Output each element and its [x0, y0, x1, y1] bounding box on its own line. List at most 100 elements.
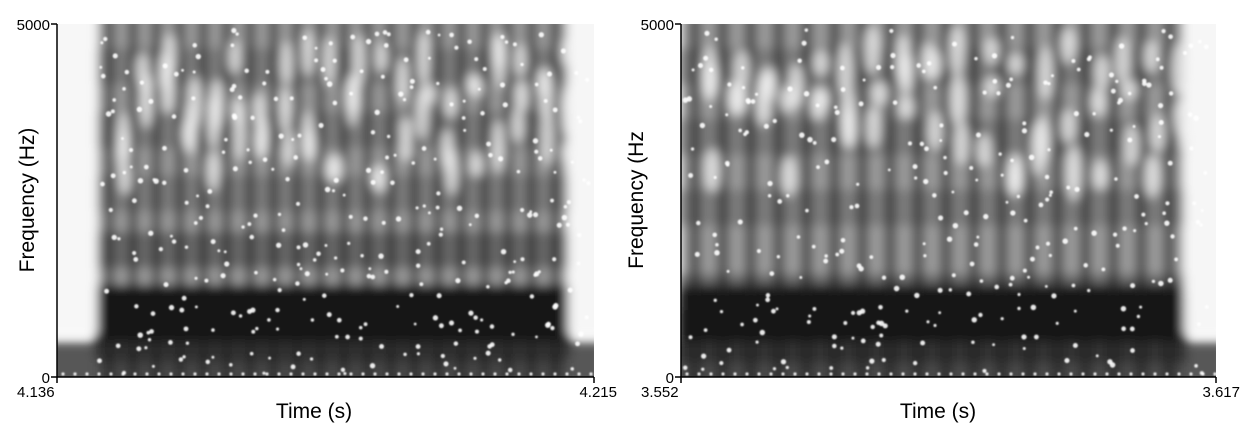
harmonic-speckle: [100, 41, 104, 45]
harmonic-speckle: [504, 281, 508, 285]
harmonic-speckle: [913, 372, 917, 376]
harmonic-speckle: [724, 160, 730, 166]
harmonic-speckle: [196, 194, 200, 198]
harmonic-speckle: [337, 372, 341, 376]
harmonic-speckle: [340, 367, 346, 372]
harmonic-speckle: [192, 43, 198, 48]
high-frequency-gap: [227, 40, 241, 74]
harmonic-speckle: [502, 102, 508, 108]
harmonic-speckle: [973, 242, 979, 247]
harmonic-speckle: [682, 97, 689, 103]
harmonic-speckle: [382, 30, 388, 35]
harmonic-speckle: [1213, 372, 1216, 376]
high-frequency-gap: [352, 34, 366, 87]
high-frequency-gap: [423, 83, 437, 105]
harmonic-speckle: [840, 346, 844, 350]
harmonic-speckle: [1057, 372, 1061, 376]
harmonic-speckle: [162, 145, 167, 151]
harmonic-speckle: [694, 251, 700, 257]
harmonic-speckle: [246, 148, 250, 152]
harmonic-speckle: [1084, 131, 1090, 138]
harmonic-speckle: [939, 123, 944, 128]
harmonic-speckle: [899, 274, 906, 281]
harmonic-speckles: [61, 27, 593, 376]
harmonic-speckle: [493, 372, 497, 376]
harmonic-speckle: [570, 367, 575, 371]
harmonic-speckle: [265, 69, 270, 74]
harmonic-speckle: [324, 186, 331, 193]
harmonic-speckle: [1000, 317, 1004, 321]
harmonic-speckle: [1022, 347, 1026, 351]
harmonic-speckle: [803, 91, 810, 97]
harmonic-speckle: [137, 332, 144, 338]
high-frequency-gap: [949, 73, 966, 126]
harmonic-speckle: [741, 85, 746, 90]
harmonic-speckle: [334, 334, 339, 339]
harmonic-speckle: [230, 43, 235, 48]
harmonic-speckle: [363, 322, 368, 327]
high-frequency-gap: [330, 154, 344, 183]
harmonic-speckle: [421, 372, 425, 376]
harmonic-speckle: [358, 325, 363, 330]
harmonic-speckle: [862, 78, 866, 82]
high-frequency-gap: [732, 86, 748, 114]
harmonic-speckle: [882, 323, 888, 329]
harmonic-speckle: [328, 41, 333, 46]
harmonic-speckle: [1064, 358, 1070, 364]
harmonic-speckle: [926, 61, 932, 66]
harmonic-speckle: [463, 128, 467, 132]
harmonic-speckle: [433, 157, 437, 161]
harmonic-speckle: [296, 262, 301, 267]
harmonic-speckle: [223, 250, 227, 254]
glottal-pulse: [1135, 24, 1148, 377]
harmonic-speckle: [402, 98, 407, 102]
harmonic-speckle: [754, 92, 759, 96]
harmonic-speckle: [131, 198, 137, 204]
harmonic-speckle: [776, 254, 781, 259]
harmonic-speckle: [232, 114, 238, 120]
harmonic-speckle: [1029, 256, 1035, 262]
harmonic-speckle: [426, 241, 431, 246]
high-frequency-gap: [301, 30, 315, 77]
harmonic-speckle: [703, 328, 708, 333]
harmonic-speckle: [933, 323, 937, 328]
high-frequency-gap: [1121, 79, 1138, 100]
harmonic-speckle: [563, 204, 568, 209]
harmonic-speckle: [275, 307, 280, 313]
harmonic-speckle: [994, 284, 1000, 290]
high-frequency-gap: [301, 110, 315, 160]
high-frequency-gap: [1170, 43, 1187, 96]
glottal-pulse: [268, 24, 279, 377]
harmonic-speckle: [454, 45, 459, 50]
harmonic-speckle: [570, 160, 575, 164]
high-frequency-gap: [701, 46, 718, 102]
harmonic-speckle: [799, 275, 803, 279]
harmonic-speckle: [489, 324, 495, 329]
glottal-pulse: [409, 24, 420, 377]
harmonic-speckle: [969, 261, 975, 267]
harmonic-speckle: [271, 167, 275, 171]
harmonic-speckle: [1048, 193, 1052, 197]
x-tick-end-right: 3.617: [1202, 384, 1240, 401]
energy-field: [681, 24, 1216, 377]
harmonic-speckle: [486, 141, 492, 147]
high-frequency-gap: [760, 66, 777, 90]
harmonic-speckle: [183, 326, 189, 332]
harmonic-speckle: [1192, 201, 1197, 206]
harmonic-speckle: [1021, 372, 1025, 376]
harmonic-speckle: [550, 198, 554, 203]
harmonic-speckle: [806, 319, 811, 325]
harmonic-speckle: [433, 372, 437, 376]
harmonic-speckle: [1008, 282, 1013, 287]
harmonic-speckle: [565, 372, 569, 376]
harmonic-speckle: [1045, 241, 1051, 246]
harmonic-speckle: [229, 362, 233, 367]
harmonic-speckle: [952, 222, 959, 229]
high-frequency-gap: [416, 31, 430, 87]
harmonic-speckle: [541, 372, 545, 376]
glottal-pulse: [744, 24, 757, 377]
glottal-pulse: [911, 24, 925, 377]
harmonic-speckle: [1109, 128, 1113, 132]
harmonic-speckle: [840, 65, 845, 71]
harmonic-speckle: [1127, 91, 1132, 96]
